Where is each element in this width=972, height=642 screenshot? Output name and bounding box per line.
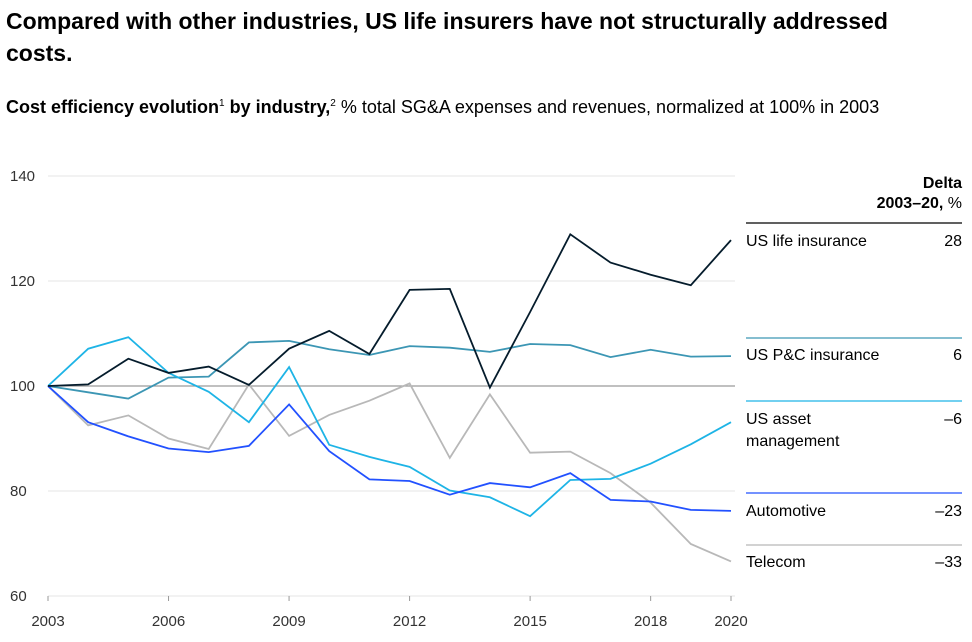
y-tick-label: 100 (10, 378, 35, 395)
delta-header-subtitle: 2003–20, % (877, 195, 962, 212)
legend-label-telecom: Telecom (746, 554, 806, 571)
series-line-us-life-insurance (47, 232, 732, 390)
legend: Delta 2003–20, % US life insurance 28 US P… (746, 175, 962, 571)
subtitle-bold: Cost efficiency evolution (6, 97, 220, 117)
y-tick-label: 120 (10, 273, 35, 290)
x-tick-label: 2018 (634, 613, 667, 630)
y-tick-label: 140 (10, 168, 35, 185)
series-lines (47, 232, 732, 563)
chart-headline: Compared with other industries, US life … (6, 8, 888, 66)
y-tick-label: 80 (10, 483, 27, 500)
delta-value-us-life-insurance: 28 (944, 233, 962, 250)
delta-value-us-asset-management: –6 (944, 411, 962, 428)
delta-value-telecom: –33 (935, 554, 962, 571)
delta-header-unit: % (943, 195, 962, 212)
subtitle-rest: % total SG&A expenses and revenues, norm… (335, 97, 880, 117)
subtitle-bold-2: by industry, (224, 97, 331, 117)
gridlines (48, 175, 735, 597)
series-line-us-p-c-insurance (47, 339, 732, 400)
legend-label-automotive: Automotive (746, 503, 826, 520)
legend-label-us-asset-management: US asset (746, 411, 811, 428)
x-tick-label: 2009 (272, 613, 305, 630)
legend-label-us-p-c-insurance: US P&C insurance (746, 347, 879, 364)
legend-label-us-asset-management: management (746, 433, 840, 450)
x-tick-label: 2003 (31, 613, 64, 630)
delta-value-automotive: –23 (935, 503, 962, 520)
series-line-automotive (47, 385, 732, 512)
series-line-us-asset-management (47, 336, 732, 518)
delta-header-title: Delta (923, 175, 962, 192)
legend-label-us-life-insurance: US life insurance (746, 233, 867, 250)
delta-value-us-p-c-insurance: 6 (953, 347, 962, 364)
delta-header-period: 2003–20, (877, 195, 944, 212)
x-tick-label: 2015 (513, 613, 546, 630)
x-tick-label: 2012 (393, 613, 426, 630)
chart-subtitle: Cost efficiency evolution1 by industry,2… (6, 95, 906, 119)
series-line-telecom (47, 382, 732, 563)
footnote-1: 1 (219, 98, 225, 109)
footnote-2: 2 (330, 98, 336, 109)
axis-labels: 60 80 100 120 140 2003 2006 2009 2012 2015 2018 202… (10, 168, 748, 630)
y-tick-label: 60 (10, 588, 27, 605)
x-tick-label: 2020 (714, 613, 747, 630)
x-tick-label: 2006 (152, 613, 185, 630)
